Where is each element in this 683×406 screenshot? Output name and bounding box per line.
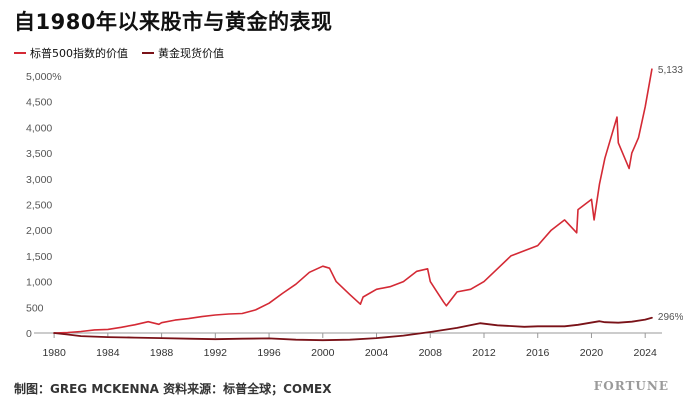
gold-line bbox=[53, 316, 653, 342]
x-tick-label: 1988 bbox=[150, 347, 174, 359]
sp500-line bbox=[53, 68, 653, 334]
x-tick-label: 2024 bbox=[634, 347, 658, 359]
legend-item-sp500: 标普500指数的价值 bbox=[14, 45, 128, 61]
x-tick-label: 2008 bbox=[419, 347, 443, 359]
y-tick-label: 3,500 bbox=[26, 148, 52, 160]
legend-label-sp500: 标普500指数的价值 bbox=[30, 47, 128, 60]
x-tick-label: 2020 bbox=[580, 347, 604, 359]
x-tick-label: 2000 bbox=[311, 347, 335, 359]
sp500-end-label: 5,133% bbox=[658, 65, 683, 76]
legend-swatch-gold bbox=[142, 52, 154, 54]
y-tick-label: 2,500 bbox=[26, 200, 52, 212]
x-tick-label: 2012 bbox=[472, 347, 496, 359]
brand-logo: FORTUNE bbox=[593, 379, 669, 393]
legend-swatch-sp500 bbox=[14, 52, 26, 54]
legend: 标普500指数的价值 黄金现货价值 bbox=[14, 45, 238, 61]
legend-item-gold: 黄金现货价值 bbox=[142, 45, 224, 61]
legend-label-gold: 黄金现货价值 bbox=[158, 47, 224, 60]
y-tick-label: 4,500 bbox=[26, 97, 52, 109]
y-tick-label: 4,000 bbox=[26, 122, 52, 134]
y-tick-label: 1,000 bbox=[26, 277, 52, 289]
x-tick-label: 2004 bbox=[365, 347, 389, 359]
y-tick-label: 2,000 bbox=[26, 225, 52, 237]
source-footer: 制图：GREG MCKENNA 资料来源：标普全球；COMEX bbox=[14, 382, 332, 396]
x-tick-label: 1984 bbox=[96, 347, 120, 359]
x-tick-label: 1992 bbox=[204, 347, 228, 359]
y-tick-label: 5,000% bbox=[26, 71, 62, 83]
y-tick-label: 3,000 bbox=[26, 174, 52, 186]
x-tick-label: 2016 bbox=[526, 347, 550, 359]
y-tick-label: 1,500 bbox=[26, 251, 52, 263]
gold-end-label: 296% bbox=[658, 312, 683, 323]
x-tick-label: 1980 bbox=[42, 347, 66, 359]
y-tick-label: 500 bbox=[26, 302, 44, 314]
y-tick-label: 0 bbox=[26, 328, 32, 340]
x-tick-label: 1996 bbox=[257, 347, 281, 359]
chart-title: 自1980年以来股市与黄金的表现 bbox=[14, 10, 333, 34]
